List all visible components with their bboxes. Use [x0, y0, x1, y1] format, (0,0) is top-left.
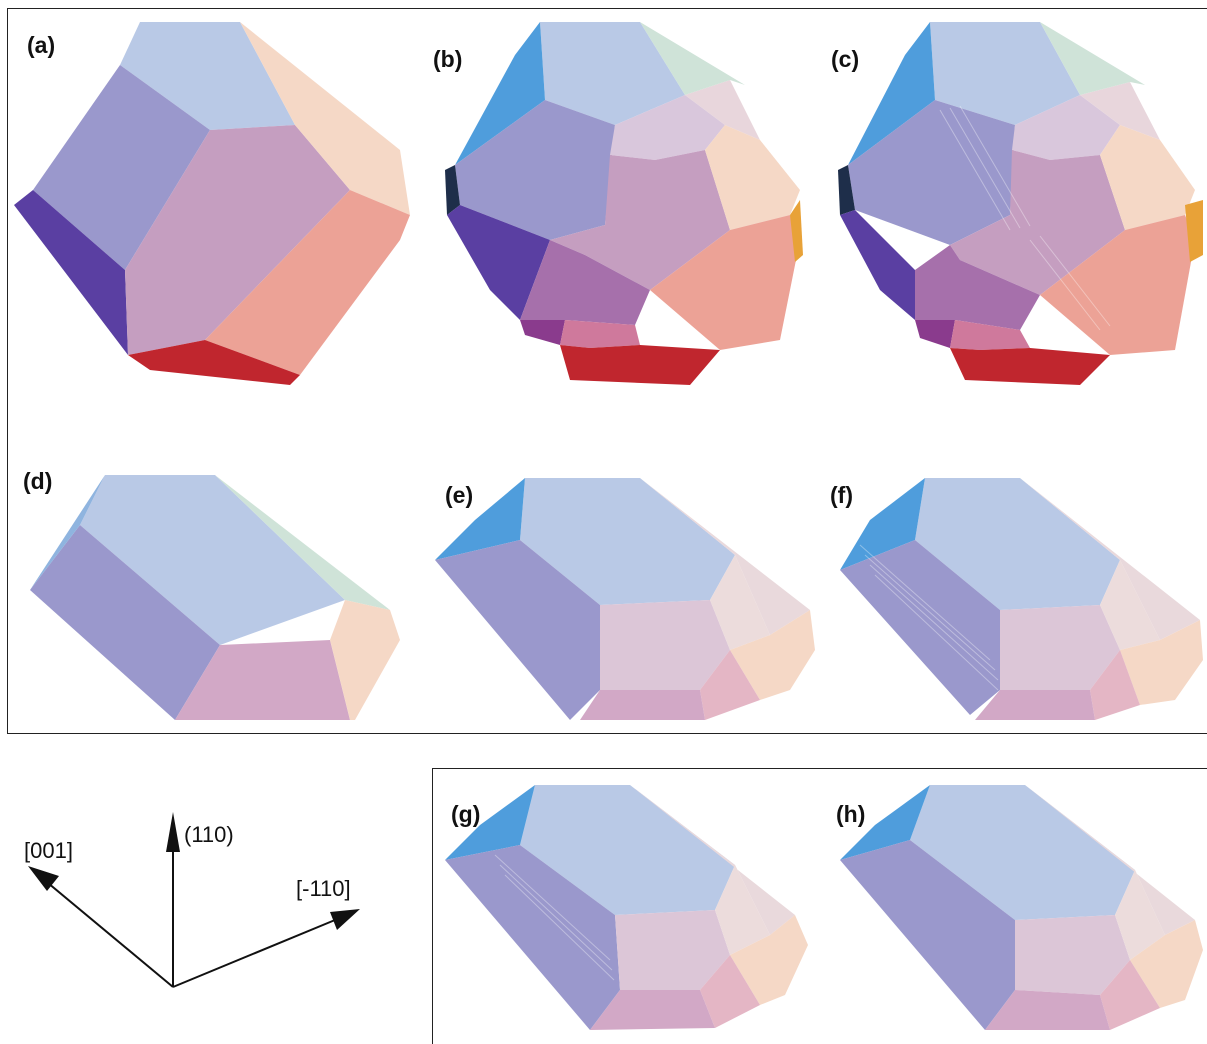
- face-right-lower: [205, 190, 410, 375]
- axis-label-001: [001]: [24, 838, 73, 863]
- crystal-d: [30, 475, 400, 720]
- axes-diagram: (110) [001] [-110]: [24, 812, 360, 988]
- axis-001-arrowhead: [28, 866, 59, 891]
- panel-label-c: (c): [831, 46, 860, 72]
- face-bottom: [128, 340, 300, 385]
- crystal-e: [435, 478, 815, 720]
- axis-001-line: [41, 877, 174, 988]
- panel-label-b: (b): [433, 46, 463, 72]
- face-dark-left: [14, 190, 128, 355]
- axis-minus110-arrowhead: [330, 909, 360, 930]
- crystal-f: [840, 478, 1203, 720]
- face-center: [125, 125, 350, 355]
- panel-label-d: (d): [23, 468, 53, 494]
- panel-label-f: (f): [830, 482, 853, 508]
- face-right-upper: [240, 22, 410, 215]
- bottom-figure-frame: [432, 768, 1207, 1044]
- crystal-a: [14, 22, 410, 385]
- crystal-b: [445, 22, 803, 385]
- crystal-h: [840, 785, 1203, 1030]
- axis-minus110-line: [172, 919, 336, 988]
- crystal-g: [445, 785, 808, 1030]
- panel-label-h: (h): [836, 801, 866, 827]
- face-left: [33, 65, 210, 270]
- top-figure-frame: [7, 8, 1207, 734]
- axis-label-minus110: [-110]: [296, 876, 351, 901]
- panel-label-e: (e): [445, 482, 474, 508]
- face-top: [120, 22, 295, 130]
- crystal-c: [838, 22, 1203, 385]
- panel-label-a: (a): [27, 32, 56, 58]
- panel-label-g: (g): [451, 801, 481, 827]
- axis-110-arrowhead: [166, 812, 180, 852]
- axis-label-110: (110): [184, 822, 234, 847]
